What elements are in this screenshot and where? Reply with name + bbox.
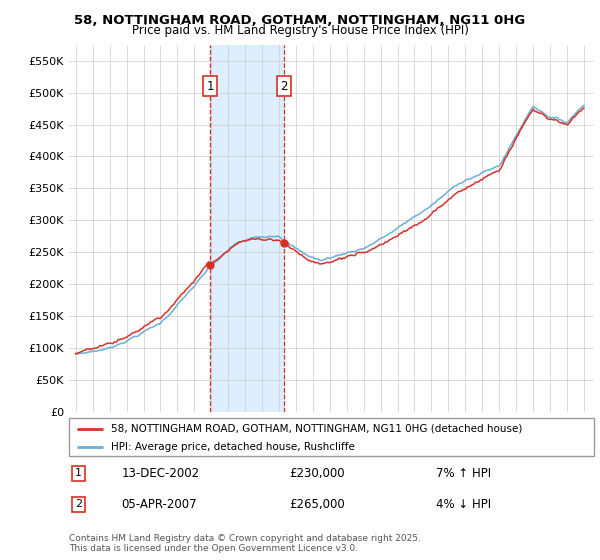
Text: £265,000: £265,000	[290, 498, 345, 511]
Text: 7% ↑ HPI: 7% ↑ HPI	[437, 467, 491, 480]
Text: 58, NOTTINGHAM ROAD, GOTHAM, NOTTINGHAM, NG11 0HG: 58, NOTTINGHAM ROAD, GOTHAM, NOTTINGHAM,…	[74, 14, 526, 27]
Text: Price paid vs. HM Land Registry's House Price Index (HPI): Price paid vs. HM Land Registry's House …	[131, 24, 469, 37]
Text: 2: 2	[75, 500, 82, 509]
Bar	[211, 45, 284, 412]
Text: HPI: Average price, detached house, Rushcliffe: HPI: Average price, detached house, Rush…	[111, 442, 355, 452]
Text: Contains HM Land Registry data © Crown copyright and database right 2025.
This d: Contains HM Land Registry data © Crown c…	[69, 534, 421, 553]
Text: 2: 2	[280, 80, 287, 93]
Text: 05-APR-2007: 05-APR-2007	[121, 498, 197, 511]
Text: 1: 1	[206, 80, 214, 93]
Text: £230,000: £230,000	[290, 467, 345, 480]
Text: 13-DEC-2002: 13-DEC-2002	[121, 467, 200, 480]
Text: 58, NOTTINGHAM ROAD, GOTHAM, NOTTINGHAM, NG11 0HG (detached house): 58, NOTTINGHAM ROAD, GOTHAM, NOTTINGHAM,…	[111, 423, 523, 433]
Text: 4% ↓ HPI: 4% ↓ HPI	[437, 498, 491, 511]
Text: 1: 1	[75, 468, 82, 478]
